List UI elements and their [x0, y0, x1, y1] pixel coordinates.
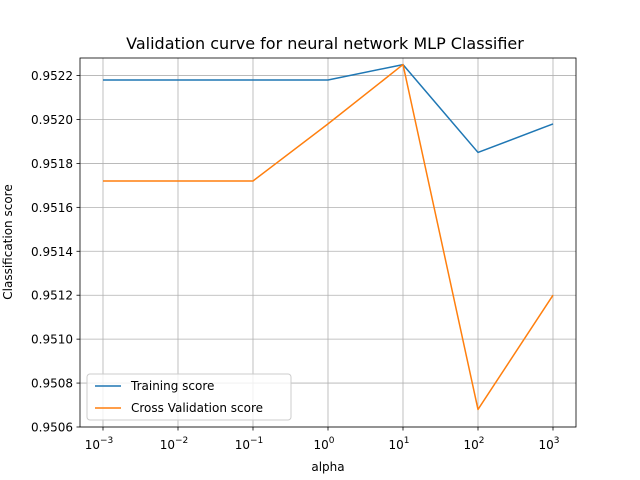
y-tick-label: 0.9514	[31, 245, 73, 259]
training-score-line	[103, 63, 554, 154]
y-tick-label: 0.9512	[31, 289, 73, 303]
series-lines	[103, 63, 554, 411]
x-tick-label: 102	[463, 436, 484, 452]
chart-title: Validation curve for neural network MLP …	[126, 34, 524, 53]
y-tick-label: 0.9518	[31, 157, 73, 171]
legend: Training score Cross Validation score	[86, 373, 292, 421]
x-tick-label: 100	[313, 436, 334, 452]
x-tick-label: 101	[388, 436, 409, 452]
y-axis-label: Classification score	[1, 184, 15, 299]
y-tick-label: 0.9508	[31, 377, 73, 391]
legend-label-training: Training score	[130, 379, 214, 393]
y-tick-label: 0.9516	[31, 201, 73, 215]
legend-box	[86, 373, 292, 421]
y-tick-label: 0.9520	[31, 113, 73, 127]
x-axis-label: alpha	[311, 460, 344, 474]
x-tick-label: 10−3	[85, 436, 114, 452]
legend-label-cross-validation: Cross Validation score	[131, 401, 263, 415]
y-tick-label: 0.9506	[31, 421, 73, 435]
axis-ticks: 10−3 10−2 10−1 100 101 102 103 0.9506 0.9508 0.95…	[31, 69, 560, 452]
x-tick-label: 103	[538, 436, 559, 452]
x-tick-label: 10−2	[160, 436, 189, 452]
x-tick-label: 10−1	[235, 436, 264, 452]
y-tick-label: 0.9522	[31, 69, 73, 83]
y-tick-label: 0.9510	[31, 333, 73, 347]
cross-validation-score-line	[103, 63, 554, 411]
